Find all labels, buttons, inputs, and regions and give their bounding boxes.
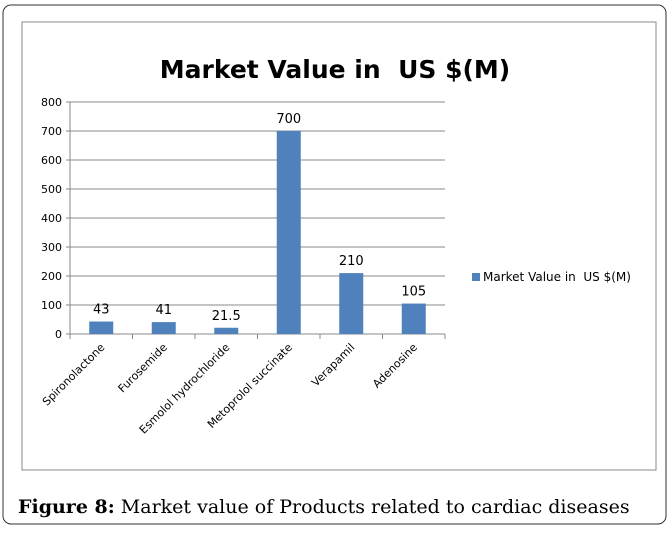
- chart-title: Market Value in US $(M): [160, 55, 510, 84]
- data-label: 43: [93, 303, 110, 318]
- bar: [151, 322, 176, 334]
- data-label: 105: [401, 285, 426, 300]
- data-label: 210: [339, 254, 364, 269]
- y-tick-label: 400: [41, 212, 62, 225]
- data-label: 700: [276, 112, 301, 127]
- legend-swatch: [472, 273, 480, 281]
- bar: [401, 303, 426, 334]
- data-label: 21.5: [212, 309, 241, 324]
- chart-frame: [21, 21, 657, 471]
- y-tick-label: 300: [41, 241, 62, 254]
- data-label: 41: [155, 303, 172, 318]
- caption: Figure 8: Market value of Products relat…: [18, 496, 630, 518]
- bar: [339, 273, 364, 334]
- y-tick-label: 700: [41, 125, 62, 138]
- y-tick-label: 500: [41, 183, 62, 196]
- y-tick-label: 100: [41, 299, 62, 312]
- caption-text: Market value of Products related to card…: [115, 496, 630, 518]
- legend-label: Market Value in US $(M): [483, 270, 631, 284]
- y-tick-label: 200: [41, 270, 62, 283]
- bar: [276, 131, 301, 334]
- y-tick-label: 800: [41, 96, 62, 109]
- caption-label: Figure 8:: [18, 496, 115, 518]
- bar: [89, 321, 114, 334]
- bar: [214, 327, 239, 334]
- y-tick-label: 0: [55, 328, 62, 341]
- y-tick-label: 600: [41, 154, 62, 167]
